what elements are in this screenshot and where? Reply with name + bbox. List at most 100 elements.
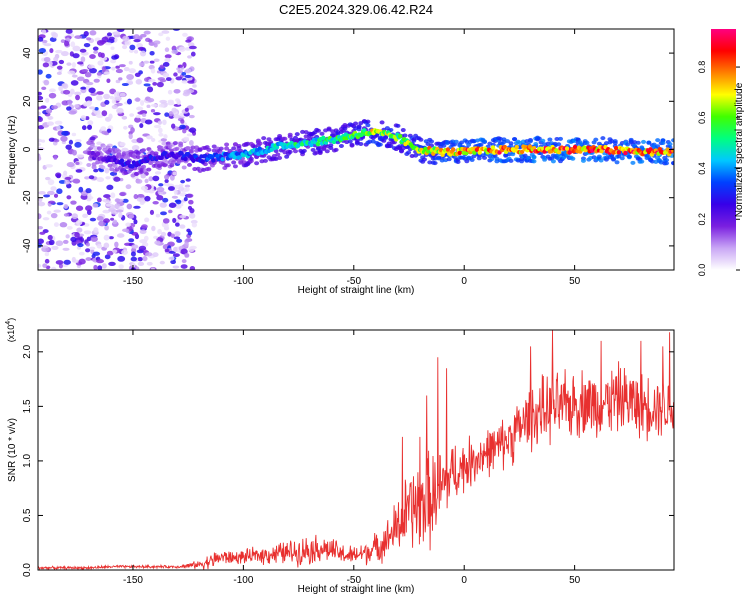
spectrogram-y-tick-label: 40 xyxy=(22,47,33,59)
spectrogram-noise-cell xyxy=(94,109,101,116)
spectrogram-noise-cell xyxy=(48,239,55,246)
spectrogram-halo-cell xyxy=(464,139,470,144)
spectrogram-noise-cell xyxy=(88,87,96,94)
spectrogram-noise-cell xyxy=(38,225,43,230)
spectrogram-noise-cell xyxy=(93,50,99,54)
spectrogram-noise-cell xyxy=(175,222,180,227)
spectrogram-noise-cell xyxy=(96,258,104,264)
spectrogram-ridge-cell xyxy=(119,158,125,163)
spectrogram-noise-cell xyxy=(89,246,96,251)
spectrogram-halo-cell xyxy=(469,157,475,162)
spectrogram-noise-cell xyxy=(184,252,190,258)
spectrogram-halo-cell xyxy=(294,132,300,137)
spectrogram-halo-cell xyxy=(321,146,327,151)
spectrogram-noise-cell xyxy=(38,201,46,207)
spectrogram-noise-cell xyxy=(42,39,48,44)
spectrogram-noise-cell xyxy=(152,81,158,86)
spectrogram-x-tick-label: -100 xyxy=(233,276,253,287)
spectrogram-noise-cell xyxy=(149,60,155,64)
colorbar-tick-label: 0.6 xyxy=(697,112,707,125)
spectrogram-noise-cell xyxy=(180,248,188,255)
spectrogram-noise-cell xyxy=(108,113,113,120)
spectrogram-noise-cell xyxy=(102,198,110,203)
spectrogram-noise-cell xyxy=(150,103,158,107)
spectrogram-noise-cell xyxy=(45,73,52,79)
spectrogram-noise-cell xyxy=(137,111,145,115)
spectrogram-noise-cell xyxy=(44,251,50,257)
spectrogram-noise-cell xyxy=(85,205,93,212)
spectrogram-y-tick-label: -40 xyxy=(22,238,33,253)
spectrogram-noise-cell xyxy=(126,74,134,80)
spectrogram-halo-cell xyxy=(522,153,528,158)
spectrogram-halo-cell xyxy=(141,164,147,169)
spectrogram-noise-cell xyxy=(183,196,188,202)
spectrogram-noise-cell xyxy=(133,219,138,225)
colorbar-tick-label: 0.8 xyxy=(697,61,707,74)
spectrogram-noise-cell xyxy=(53,139,60,143)
spectrogram-noise-cell xyxy=(103,93,111,100)
spectrogram-noise-cell xyxy=(133,34,141,41)
spectrogram-halo-cell xyxy=(547,137,553,142)
spectrogram-noise-cell xyxy=(156,186,165,193)
spectrogram-noise-cell xyxy=(58,179,67,184)
spectrogram-halo-cell xyxy=(225,163,231,168)
spectrogram-noise-cell xyxy=(89,54,96,59)
spectrogram-noise-cell xyxy=(104,100,110,105)
spectrogram-halo-cell xyxy=(353,121,359,126)
spectrogram-halo-cell xyxy=(358,141,364,146)
spectrogram-noise-cell xyxy=(55,260,64,265)
spectrogram-noise-cell xyxy=(164,179,169,183)
spectrogram-noise-cell xyxy=(108,36,115,41)
spectrogram-noise-cell xyxy=(173,189,178,195)
spectrogram-noise-cell xyxy=(45,164,53,168)
spectrogram-noise-cell xyxy=(53,193,59,198)
spectrogram-noise-cell xyxy=(101,263,107,269)
spectrogram-noise-cell xyxy=(153,124,162,129)
spectrogram-noise-cell xyxy=(168,111,174,117)
snr-x-tick-label: -50 xyxy=(347,575,362,586)
spectrogram-noise-cell xyxy=(160,231,167,237)
spectrogram-noise-cell xyxy=(108,261,116,266)
spectrogram-noise-cell xyxy=(186,193,194,198)
spectrogram-noise-cell xyxy=(69,88,75,95)
spectrogram-noise-cell xyxy=(161,30,170,34)
spectrogram-noise-cell xyxy=(103,194,111,199)
spectrogram-noise-cell xyxy=(181,259,187,264)
spectrogram-noise-cell xyxy=(101,110,108,117)
spectrogram-halo-cell xyxy=(356,125,362,130)
snr-plot-area xyxy=(38,330,674,570)
spectrogram-halo-cell xyxy=(377,142,383,147)
snr-y-tick-label: 1.0 xyxy=(22,454,33,468)
spectrogram-halo-cell xyxy=(102,147,108,152)
spectrogram-noise-cell xyxy=(180,179,186,184)
spectrogram-noise-cell xyxy=(134,97,141,102)
spectrogram-noise-cell xyxy=(75,205,84,211)
spectrogram-noise-cell xyxy=(110,217,115,221)
snr-x-ticks: -150 -100 -50 0 50 xyxy=(123,330,581,586)
spectrogram-noise-cell xyxy=(114,96,122,102)
spectrogram-halo-cell xyxy=(365,123,371,128)
spectrogram-noise-cell xyxy=(157,228,162,235)
spectrogram-halo-cell xyxy=(186,162,192,167)
snr-scale-suffix: ) xyxy=(6,318,16,321)
spectrogram-noise-cell xyxy=(105,176,111,180)
spectrogram-noise-cell xyxy=(165,77,172,82)
spectrogram-halo-cell xyxy=(570,156,576,161)
spectrogram-noise-cell xyxy=(70,80,79,86)
spectrogram-noise-cell xyxy=(92,46,99,51)
spectrogram-noise-cell xyxy=(173,246,178,253)
spectrogram-noise-cell xyxy=(96,141,102,146)
spectrogram-noise-cell xyxy=(43,56,51,63)
colorbar: 0.0 0.2 0.4 0.6 0.8 Normalized spectral ampl… xyxy=(697,29,745,276)
spectrogram-noise-cell xyxy=(154,171,162,175)
spectrogram-halo-cell xyxy=(116,149,122,154)
spectrogram-noise-cell xyxy=(38,142,42,147)
spectrogram-noise-cell xyxy=(148,78,156,83)
spectrogram-ridge-cell xyxy=(95,151,101,157)
spectrogram-noise-cell xyxy=(74,35,83,39)
spectrogram-halo-cell xyxy=(324,149,330,154)
spectrogram-noise-cell xyxy=(137,256,143,262)
spectrogram-ridge-cell xyxy=(514,144,519,150)
spectrogram-noise-cell xyxy=(160,138,167,142)
spectrogram-halo-cell xyxy=(418,137,424,142)
